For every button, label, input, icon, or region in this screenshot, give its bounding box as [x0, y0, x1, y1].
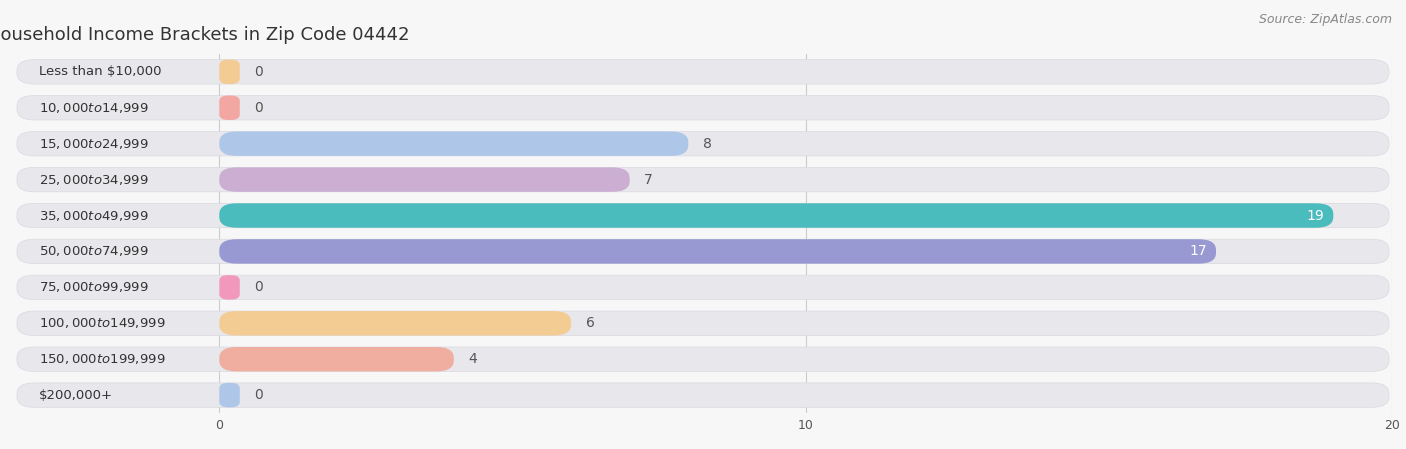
- FancyBboxPatch shape: [17, 347, 1389, 371]
- FancyBboxPatch shape: [219, 96, 240, 120]
- FancyBboxPatch shape: [17, 203, 1389, 228]
- FancyBboxPatch shape: [219, 347, 454, 371]
- Text: Source: ZipAtlas.com: Source: ZipAtlas.com: [1258, 13, 1392, 26]
- Text: 7: 7: [644, 172, 654, 187]
- Text: Less than $10,000: Less than $10,000: [39, 66, 162, 78]
- FancyBboxPatch shape: [17, 383, 1389, 407]
- FancyBboxPatch shape: [219, 167, 630, 192]
- FancyBboxPatch shape: [219, 132, 689, 156]
- Text: 8: 8: [703, 136, 711, 151]
- FancyBboxPatch shape: [17, 239, 1389, 264]
- Text: $35,000 to $49,999: $35,000 to $49,999: [39, 208, 149, 223]
- FancyBboxPatch shape: [219, 239, 1216, 264]
- Text: $25,000 to $34,999: $25,000 to $34,999: [39, 172, 149, 187]
- Text: $100,000 to $149,999: $100,000 to $149,999: [39, 316, 166, 330]
- Text: 0: 0: [254, 65, 263, 79]
- Text: $15,000 to $24,999: $15,000 to $24,999: [39, 136, 149, 151]
- FancyBboxPatch shape: [219, 383, 240, 407]
- FancyBboxPatch shape: [219, 60, 240, 84]
- Text: 19: 19: [1306, 208, 1324, 223]
- Text: 4: 4: [468, 352, 477, 366]
- Text: 6: 6: [586, 316, 595, 330]
- FancyBboxPatch shape: [17, 96, 1389, 120]
- FancyBboxPatch shape: [219, 275, 240, 299]
- Text: $75,000 to $99,999: $75,000 to $99,999: [39, 280, 149, 295]
- Text: $50,000 to $74,999: $50,000 to $74,999: [39, 244, 149, 259]
- FancyBboxPatch shape: [17, 60, 1389, 84]
- FancyBboxPatch shape: [17, 311, 1389, 335]
- Text: $10,000 to $14,999: $10,000 to $14,999: [39, 101, 149, 115]
- Text: 17: 17: [1189, 244, 1208, 259]
- FancyBboxPatch shape: [219, 311, 571, 335]
- Text: $150,000 to $199,999: $150,000 to $199,999: [39, 352, 166, 366]
- Text: 0: 0: [254, 101, 263, 115]
- FancyBboxPatch shape: [17, 275, 1389, 299]
- FancyBboxPatch shape: [17, 167, 1389, 192]
- FancyBboxPatch shape: [17, 132, 1389, 156]
- Text: 0: 0: [254, 388, 263, 402]
- FancyBboxPatch shape: [219, 203, 1333, 228]
- Text: Household Income Brackets in Zip Code 04442: Household Income Brackets in Zip Code 04…: [0, 26, 409, 44]
- Text: 0: 0: [254, 280, 263, 295]
- Text: $200,000+: $200,000+: [39, 389, 112, 401]
